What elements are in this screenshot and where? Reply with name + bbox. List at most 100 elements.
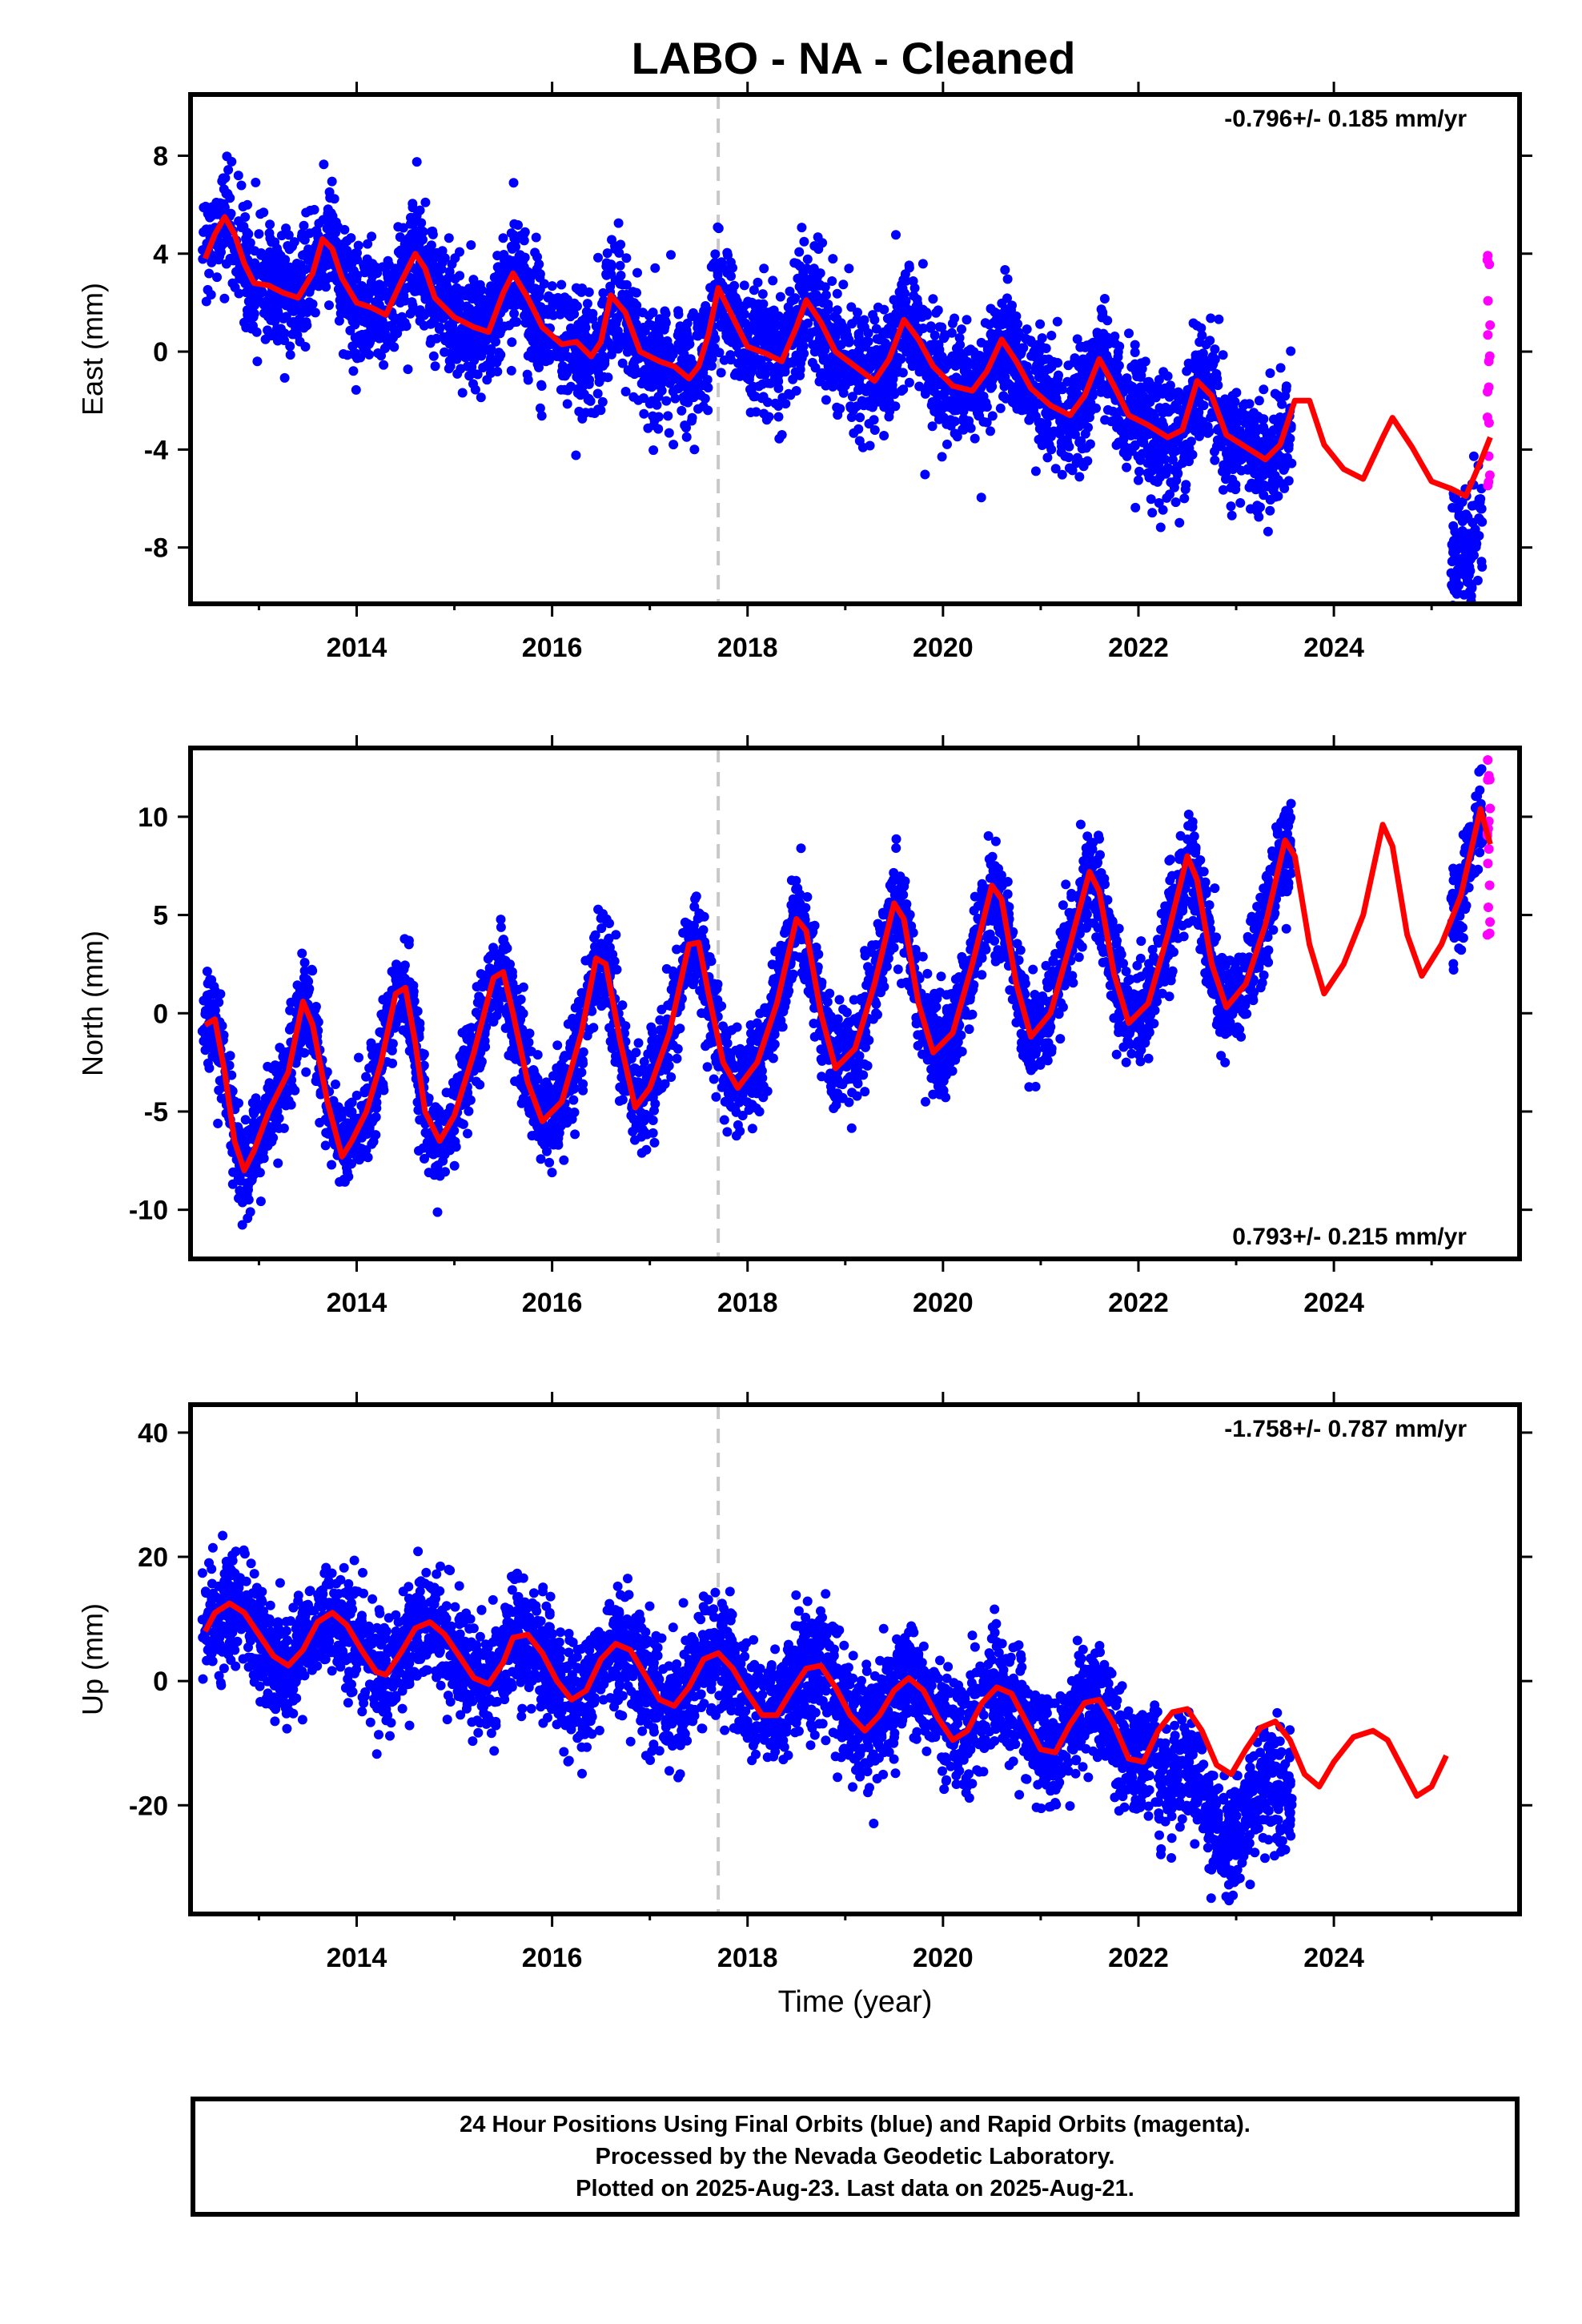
data-point [1174,517,1185,528]
data-point [451,338,461,348]
data-point [733,348,744,358]
data-point [560,384,570,395]
data-point [504,320,514,331]
data-point [212,272,222,283]
data-point [1446,568,1456,578]
data-point [962,315,972,325]
data-point [975,352,986,363]
data-point [812,292,822,302]
data-point [525,273,536,283]
data-point [469,347,480,356]
data-point [1210,455,1220,465]
data-point [598,287,608,298]
data-point [506,300,516,310]
data-point [1464,548,1475,558]
data-point [1134,466,1144,476]
data-point [1263,464,1274,475]
data-point [656,385,667,396]
data-point [1011,311,1022,321]
data-point [897,368,908,378]
data-point [1098,347,1109,357]
data-point [716,322,726,332]
data-point [912,294,922,304]
data-point [494,348,504,358]
data-point [199,227,209,237]
data-point [926,400,937,411]
data-point [937,452,947,462]
data-point [331,274,341,284]
data-point [1281,381,1291,392]
data-point [456,364,466,374]
data-point [713,267,723,277]
data-point [301,317,311,328]
rapid-data-point [1483,480,1493,491]
data-point [347,259,357,269]
y-axis-label: East (mm) [76,283,109,416]
data-point [719,1115,729,1125]
data-point [1003,329,1014,340]
data-point [520,227,530,237]
data-point [1046,432,1056,441]
data-point [323,204,333,215]
data-point [1034,434,1044,444]
data-point [430,361,440,372]
data-point [703,383,713,393]
data-point [601,258,612,268]
data-point [670,393,681,404]
data-point [681,432,692,442]
data-point [509,219,520,229]
data-point [932,354,942,364]
data-point [371,283,382,293]
data-point [563,295,572,305]
data-point [358,316,368,327]
data-point [240,212,251,222]
data-point [1154,375,1164,385]
data-point [881,338,890,348]
data-point [351,384,361,395]
data-point [1121,967,1131,976]
data-point [602,248,612,259]
data-point [1218,485,1228,495]
data-point [1199,400,1209,411]
data-point [1122,462,1132,472]
data-point [327,215,338,225]
data-point [849,428,859,438]
data-point [1147,465,1158,476]
x-tick-label: 2018 [717,633,778,663]
data-point [1053,358,1063,368]
data-point [203,284,213,295]
data-point [583,395,593,405]
data-point [1039,354,1050,364]
data-point [951,404,962,415]
data-point [758,392,769,402]
data-point [865,440,875,451]
data-point [950,416,960,427]
data-point [898,384,909,395]
data-point [536,381,547,391]
data-point [1272,390,1283,400]
data-point [857,320,867,331]
data-point [1235,426,1245,436]
data-point [1252,464,1262,474]
data-point [1254,512,1264,522]
data-point [475,279,485,290]
data-point [1475,497,1485,507]
data-point [934,409,944,420]
data-point [781,399,791,409]
data-point [1244,425,1255,436]
data-point [1077,444,1087,454]
data-point [1002,293,1012,304]
data-point [1155,446,1166,456]
data-point [882,376,893,386]
data-point [450,253,460,263]
data-point [958,416,969,426]
data-point [571,450,581,460]
data-point [846,302,857,312]
data-point [1008,390,1018,400]
data-point [207,255,218,265]
data-point [817,348,827,359]
data-point [642,380,652,390]
data-point [617,358,628,368]
data-point [660,306,670,316]
data-point [571,365,581,376]
